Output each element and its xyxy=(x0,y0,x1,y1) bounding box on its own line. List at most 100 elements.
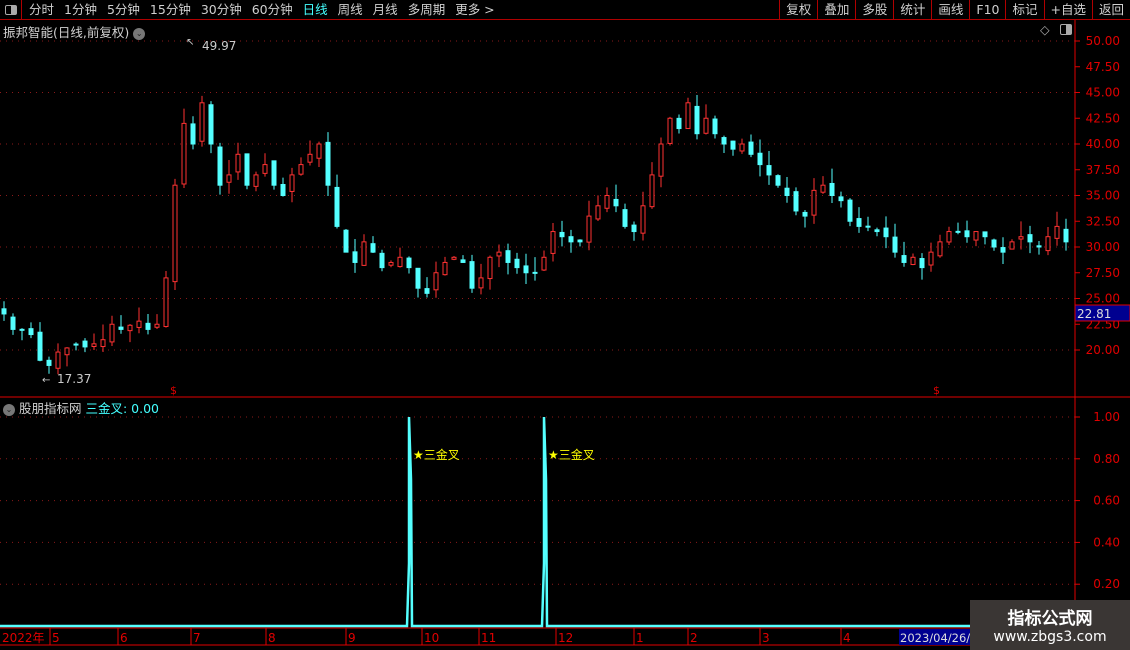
candle-down xyxy=(1027,234,1033,243)
candle-up xyxy=(253,174,259,187)
panel-toggle-icon[interactable] xyxy=(1060,24,1072,35)
candle-up xyxy=(703,117,709,134)
toolbar-button[interactable]: 多股 xyxy=(855,0,893,20)
candle-down xyxy=(19,328,25,331)
candle-up xyxy=(973,231,979,241)
candle-up xyxy=(127,324,133,332)
chevron-down-icon[interactable]: ⌄ xyxy=(133,27,146,40)
candle-down xyxy=(856,218,862,227)
date-label: 2022年 xyxy=(2,631,45,645)
candle-up xyxy=(685,102,691,129)
toolbar-button[interactable]: 统计 xyxy=(893,0,931,20)
period-tab[interactable]: 多周期 xyxy=(407,1,446,17)
candle-down xyxy=(46,359,52,366)
toolbar-button[interactable]: 复权 xyxy=(779,0,817,20)
candle-down xyxy=(838,196,844,202)
period-tab[interactable]: 15分钟 xyxy=(149,1,191,17)
candle-down xyxy=(874,229,880,233)
candle-up xyxy=(397,256,403,268)
candle-up xyxy=(640,205,646,234)
candle-down xyxy=(532,271,538,274)
indicator-title: ⌄ 股朋指标网 三金叉: 0.00 xyxy=(3,398,159,417)
candle-down xyxy=(82,340,88,348)
toolbar-button[interactable]: 返回 xyxy=(1091,0,1130,20)
indicator-tick-label: 0.20 xyxy=(1093,577,1120,591)
candle-down xyxy=(694,105,700,135)
candle-up xyxy=(910,256,916,266)
price-tick-label: 42.50 xyxy=(1086,111,1120,125)
period-tab[interactable]: 更多 > xyxy=(455,1,495,17)
candle-up xyxy=(1009,241,1015,250)
indicator-value: 三金叉: 0.00 xyxy=(85,401,160,416)
indicator-tick-label: 0.60 xyxy=(1093,494,1120,508)
toolbar-button[interactable]: 标记 xyxy=(1005,0,1043,20)
indicator-tick-label: 0.80 xyxy=(1093,452,1120,466)
chevron-down-icon[interactable]: ⌄ xyxy=(3,403,15,416)
candle-down xyxy=(883,227,889,238)
candle-up xyxy=(442,261,448,276)
period-tab[interactable]: 60分钟 xyxy=(251,1,293,17)
candle-down xyxy=(829,182,835,196)
price-tick-label: 32.50 xyxy=(1086,214,1120,228)
candle-down xyxy=(622,209,628,227)
date-label: 2 xyxy=(690,631,698,645)
candle-down xyxy=(28,328,34,336)
candle-up xyxy=(649,174,655,208)
period-tab[interactable]: 月线 xyxy=(372,1,398,17)
candle-down xyxy=(523,265,529,274)
candle-down xyxy=(721,137,727,145)
candle-down xyxy=(712,118,718,135)
toolbar-button[interactable]: 叠加 xyxy=(817,0,855,20)
period-tab[interactable]: 日线 xyxy=(302,1,328,17)
toolbar-button[interactable]: 画线 xyxy=(931,0,969,20)
watermark-title: 指标公式网 xyxy=(1007,609,1093,629)
candle-up xyxy=(820,184,826,193)
price-tick-label: 35.00 xyxy=(1086,189,1120,203)
high-arrow: ↖ xyxy=(186,37,194,48)
candle-down xyxy=(505,250,511,263)
candle-up xyxy=(163,277,169,328)
toolbar-button[interactable]: F10 xyxy=(969,0,1005,20)
date-label: 7 xyxy=(193,631,201,645)
watermark: 指标公式网 www.zbgs3.com xyxy=(970,600,1130,650)
period-tab[interactable]: 分时 xyxy=(29,1,55,17)
cursor-date-box xyxy=(899,629,975,645)
candle-up xyxy=(109,323,115,343)
candle-down xyxy=(766,165,772,176)
date-label: 6 xyxy=(120,631,128,645)
candle-down xyxy=(892,236,898,253)
signal-label: ★三金叉 xyxy=(548,447,595,462)
event-marker-icon: $ xyxy=(170,384,177,397)
period-tabs: 分时 1分钟 5分钟 15分钟 30分钟 60分钟 日线 周线 月线 多周期 更多 > xyxy=(24,0,500,20)
candle-down xyxy=(802,211,808,217)
candle-up xyxy=(433,272,439,291)
indicator-name: 股朋指标网 xyxy=(18,401,82,416)
candle-down xyxy=(460,259,466,263)
candle-up xyxy=(388,261,394,266)
price-tick-label: 50.00 xyxy=(1086,34,1120,48)
candle-down xyxy=(901,255,907,263)
price-tick-label: 27.50 xyxy=(1086,266,1120,280)
candle-up xyxy=(937,241,943,257)
period-tab[interactable]: 5分钟 xyxy=(106,1,140,17)
candle-up xyxy=(235,153,241,173)
candle-up xyxy=(541,256,547,271)
candle-down xyxy=(613,198,619,207)
date-label: 9 xyxy=(348,631,356,645)
period-tab[interactable]: 30分钟 xyxy=(200,1,242,17)
diamond-icon[interactable]: ◇ xyxy=(1040,22,1050,37)
period-tab[interactable]: 1分钟 xyxy=(64,1,97,17)
candle-up xyxy=(478,277,484,289)
candle-up xyxy=(487,256,493,280)
indicator-tick-label: 0.40 xyxy=(1093,535,1120,549)
sidebar-toggle-button[interactable] xyxy=(0,0,22,20)
candle-up xyxy=(199,102,205,142)
candle-down xyxy=(676,117,682,130)
candle-down xyxy=(415,267,421,289)
toolbar-button[interactable]: +自选 xyxy=(1043,0,1092,20)
high-price-label: 49.97 xyxy=(202,39,236,53)
cursor-date-label: 2023/04/26/三 xyxy=(900,631,982,645)
period-tab[interactable]: 周线 xyxy=(337,1,363,17)
candle-up xyxy=(586,215,592,243)
